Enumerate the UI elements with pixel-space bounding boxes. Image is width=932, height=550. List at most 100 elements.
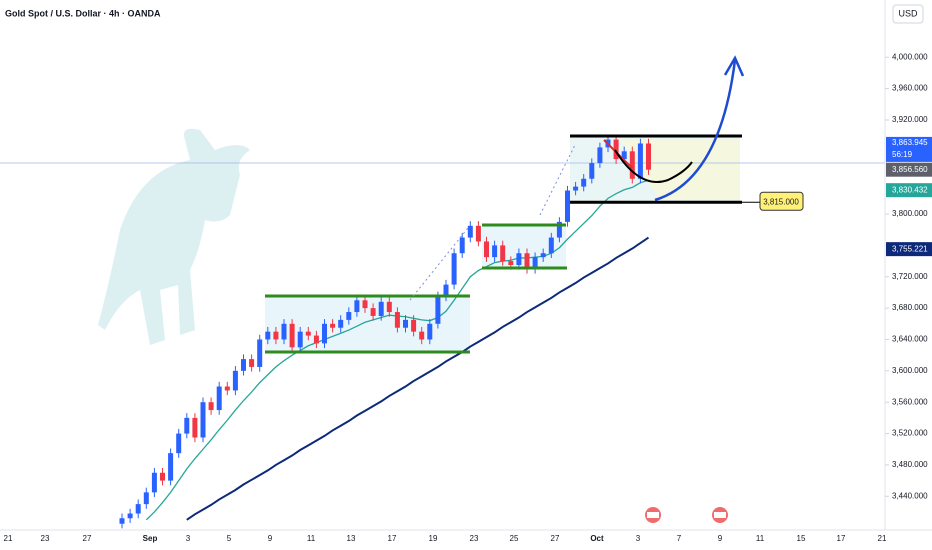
candle-body [629,151,635,179]
candle-body [354,300,360,313]
candle-body [362,300,368,309]
candle-body [532,257,538,269]
y-tick-label: 3,520.000 [892,429,928,438]
candle-body [119,518,125,524]
y-tick-label: 3,480.000 [892,460,928,469]
candle-body [597,147,603,164]
candle-body [540,253,546,258]
candle-body [459,237,465,254]
candle-body [565,190,570,222]
candle-body [313,335,319,344]
y-tick-label: 3,800.000 [892,209,928,218]
candle-body [281,323,287,340]
x-tick-label: Oct [590,534,604,543]
x-tick-label: 3 [186,534,191,543]
candle-body [516,253,522,265]
y-tick-label: 3,640.000 [892,335,928,344]
candle-body [232,370,238,391]
candle-body [589,163,595,179]
candle-body [573,186,579,191]
moving-average [186,236,650,521]
support-label-box [759,191,804,211]
candle-body [484,241,489,258]
chart-title: Gold Spot / U.S. Dollar · 4h · OANDA [5,8,161,18]
bull-illustration [98,128,250,345]
currency[interactable]: USD [898,8,918,18]
candle-body [443,284,449,297]
candle-body [208,402,214,411]
candle-body [427,323,433,340]
projection-arrow [539,144,576,216]
candle-body [151,472,157,493]
support-label: 3,815.000 [763,197,799,206]
candle-body [241,359,246,371]
arrow-head [723,55,745,77]
x-tick-label: 23 [41,534,50,543]
candle-body [524,253,530,269]
candle-body [176,433,182,454]
price-label: 3,755.221 [892,244,928,253]
candle-body [289,323,295,348]
candle-body [451,253,457,285]
candle-body [435,296,441,324]
candle-body [160,472,165,481]
candle-body [548,237,554,254]
y-tick-label: 3,960.000 [892,84,928,93]
candle-body [613,139,619,160]
y-tick-label: 3,560.000 [892,397,928,406]
candle-body [403,319,408,328]
x-tick-label: 21 [4,534,13,543]
x-tick-label: 27 [83,534,92,543]
candle-body [556,221,562,238]
x-tick-label: 7 [677,534,682,543]
candle-body [637,143,643,179]
candle-body [330,323,336,328]
candle-body [249,359,255,367]
candle-body [135,504,141,514]
candle-body [378,301,384,316]
price-label-box [886,183,932,198]
y-tick-label: 4,000.000 [892,52,928,61]
candle-body [646,143,651,170]
x-tick-label: 3 [636,534,641,543]
candle-body [411,319,417,332]
price-label: 3,863.945 [892,138,928,147]
candle-body [265,331,271,340]
candle-body [168,453,174,481]
countdown: 56:19 [892,150,913,159]
price-axis [885,0,932,550]
y-tick-label: 3,600.000 [892,366,928,375]
x-tick-label: 19 [429,534,438,543]
candle-body [216,386,222,411]
price-label-box [886,136,932,162]
x-tick-label: 9 [718,534,723,543]
candle-body [508,261,514,265]
candle-body [200,402,206,438]
x-tick-label: 11 [307,534,316,543]
candle-body [386,301,392,313]
candle-body [338,319,344,328]
candle-body [621,151,627,160]
candle-body [192,417,198,438]
x-tick-label: 23 [470,534,479,543]
x-tick-label: 27 [551,534,560,543]
candle-body [224,386,230,391]
y-tick-label: 3,720.000 [892,272,928,281]
projection-arrow [409,227,469,301]
x-tick-label: 5 [227,534,232,543]
candle-body [297,331,303,348]
x-tick-label: 17 [388,534,397,543]
y-tick-label: 3,440.000 [892,491,928,500]
x-tick-label: 11 [756,534,765,543]
x-tick-label: 13 [347,534,356,543]
event-icon [712,507,728,523]
x-tick-label: 17 [837,534,846,543]
y-tick-label: 3,920.000 [892,115,928,124]
target-curve [654,59,737,202]
cup-curve [614,149,693,183]
price-label-box [886,242,932,257]
candle-body [419,331,425,340]
currency-button[interactable] [892,4,924,24]
candle-body [500,245,506,262]
